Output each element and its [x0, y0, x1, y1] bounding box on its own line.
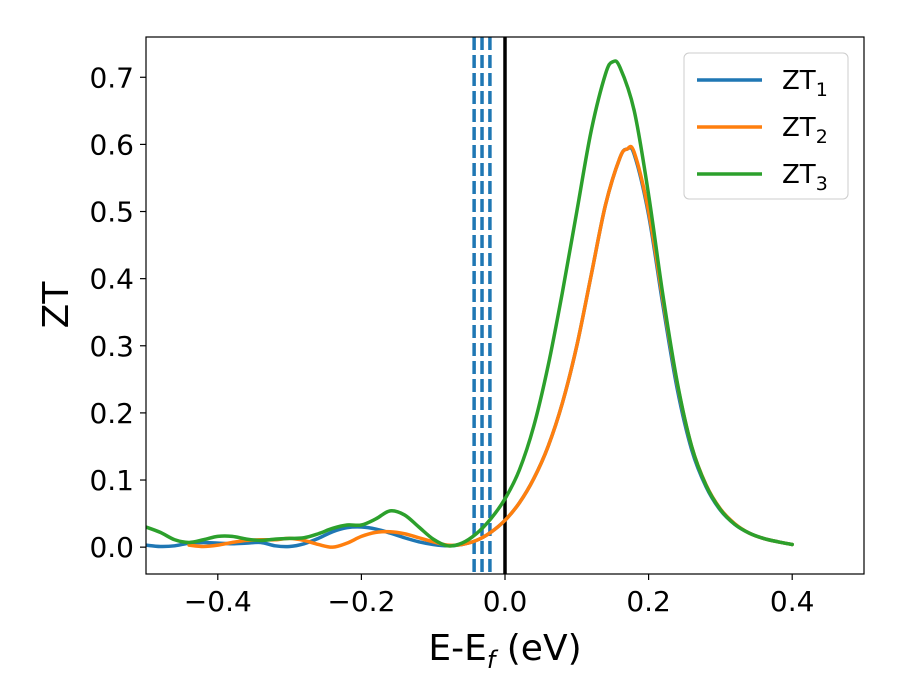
- y-tick-label: 0.5: [89, 196, 134, 229]
- vertical-lines: [472, 37, 507, 574]
- legend-label: ZT3: [782, 160, 828, 195]
- legend-label: ZT2: [782, 113, 828, 148]
- series-lines: [146, 59, 794, 549]
- y-axis-label: ZT: [36, 281, 77, 329]
- y-tick-label: 0.7: [89, 61, 134, 94]
- y-tick-label: 0.2: [89, 397, 134, 430]
- legend-label: ZT1: [782, 66, 828, 101]
- x-axis-label-unit: (eV): [495, 628, 581, 669]
- y-tick-label: 0.1: [89, 464, 134, 497]
- series-line-zt3: [146, 59, 794, 548]
- x-axis-label: E-Ef (eV): [428, 628, 581, 674]
- x-tick-label: −0.2: [327, 585, 395, 618]
- x-tick-label: −0.4: [184, 585, 252, 618]
- y-tick-label: 0.4: [89, 263, 134, 296]
- legend: ZT1 ZT2 ZT3: [683, 52, 849, 200]
- legend-frame: [683, 52, 849, 200]
- y-tick-label: 0.3: [89, 330, 134, 363]
- series-line-zt1: [146, 145, 794, 549]
- x-tick-label: 0.2: [626, 585, 671, 618]
- y-tick-label: 0.0: [89, 531, 134, 564]
- x-axis: −0.4 −0.2 0.0 0.2 0.4: [184, 574, 815, 618]
- x-tick-label: 0.0: [483, 585, 528, 618]
- y-axis: 0.0 0.1 0.2 0.3 0.4 0.5 0.6 0.7: [89, 61, 146, 564]
- y-tick-label: 0.6: [89, 128, 134, 161]
- x-tick-label: 0.4: [770, 585, 815, 618]
